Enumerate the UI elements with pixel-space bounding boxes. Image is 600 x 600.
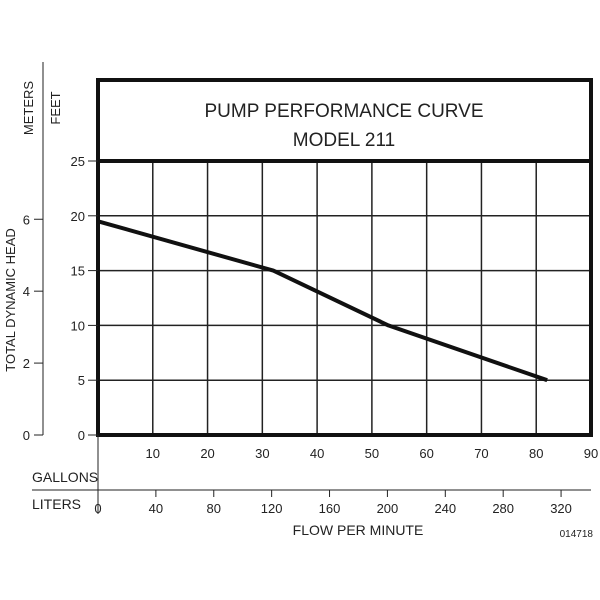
feet-tick-label: 0 — [78, 428, 85, 443]
chart-subtitle: MODEL 211 — [293, 130, 395, 151]
liters-tick-label: 280 — [492, 501, 514, 516]
liters-tick-label: 80 — [207, 501, 221, 516]
liters-tick-label: 0 — [94, 501, 101, 516]
performance-curve — [97, 219, 548, 383]
gallons-tick-label: 80 — [529, 446, 543, 461]
chart-title: PUMP PERFORMANCE CURVE — [204, 101, 483, 122]
meters-tick-label: 6 — [23, 212, 30, 227]
figure-code: 014718 — [560, 529, 594, 540]
liters-tick-label: 160 — [319, 501, 341, 516]
liters-tick-label: 40 — [149, 501, 163, 516]
meters-tick-label: 4 — [23, 284, 30, 299]
meters-tick-label: 0 — [23, 428, 30, 443]
liters-tick-label: 120 — [261, 501, 283, 516]
x-axis-title: FLOW PER MINUTE — [293, 522, 424, 538]
gallons-tick-label: 20 — [200, 446, 214, 461]
liters-tick-label: 200 — [377, 501, 399, 516]
grid — [98, 161, 592, 435]
gallons-tick-label: 60 — [419, 446, 433, 461]
gallons-tick-label: 40 — [310, 446, 324, 461]
gallons-tick-label: 70 — [474, 446, 488, 461]
meters-axis-label: METERS — [21, 81, 36, 136]
meters-tick-label: 2 — [23, 356, 30, 371]
feet-tick-label: 20 — [71, 209, 85, 224]
gallons-tick-label: 10 — [146, 446, 160, 461]
gallons-tick-label: 50 — [365, 446, 379, 461]
gallons-axis-label: GALLONS — [32, 469, 98, 485]
gallons-tick-label: 30 — [255, 446, 269, 461]
liters-tick-label: 320 — [550, 501, 572, 516]
feet-tick-label: 15 — [71, 264, 85, 279]
feet-tick-label: 25 — [71, 154, 85, 169]
gallons-tick-label: 90 — [584, 446, 598, 461]
liters-axis-label: LITERS — [32, 496, 81, 512]
plot-frame — [96, 78, 593, 437]
y-axis-title: TOTAL DYNAMIC HEAD — [3, 228, 18, 372]
liters-tick-label: 240 — [434, 501, 456, 516]
feet-tick-label: 10 — [71, 318, 85, 333]
feet-axis-label: FEET — [48, 91, 63, 124]
feet-tick-label: 5 — [78, 373, 85, 388]
